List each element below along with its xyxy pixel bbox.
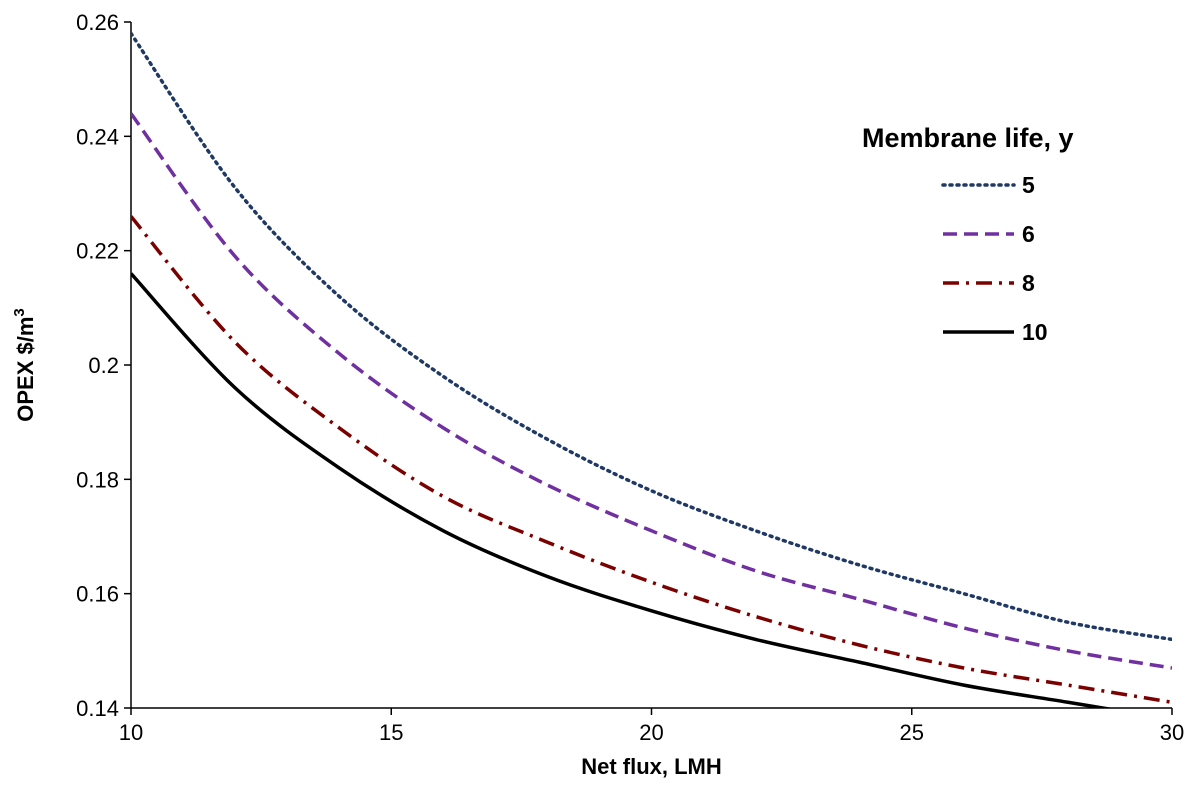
y-axis-title-main: OPEX $/m — [13, 317, 38, 422]
legend-label-5: 5 — [1022, 172, 1035, 198]
y-tick-label: 0.2 — [88, 353, 119, 378]
y-axis-title: OPEX $/m3 — [11, 308, 38, 422]
x-tick-label: 25 — [900, 720, 924, 745]
series-line-6 — [131, 112, 1172, 670]
y-tick-label: 0.26 — [76, 10, 119, 35]
legend-label-10: 10 — [1022, 319, 1048, 345]
x-tick-label: 10 — [119, 720, 143, 745]
y-tick-label: 0.24 — [76, 124, 119, 149]
tick-layer: 0.14 0.16 0.18 0.2 0.22 0.24 0.26 10 15 20 25 30 — [76, 10, 1184, 745]
y-tick-label: 0.22 — [76, 239, 119, 264]
legend-title: Membrane life, y — [862, 123, 1074, 153]
x-tick-label: 15 — [379, 720, 403, 745]
x-tick-label: 20 — [639, 720, 663, 745]
legend-label-6: 6 — [1022, 221, 1035, 247]
x-tick-label: 30 — [1160, 720, 1184, 745]
series-line-8 — [131, 215, 1172, 705]
y-tick-label: 0.16 — [76, 582, 119, 607]
y-axis-title-superscript: 3 — [11, 308, 28, 316]
y-tick-label: 0.14 — [76, 696, 119, 721]
series-line-5 — [131, 31, 1172, 642]
plot-lines — [131, 31, 1172, 708]
y-tick-label: 0.18 — [76, 467, 119, 492]
legend-items: 5 6 8 10 — [941, 172, 1048, 345]
legend-label-8: 8 — [1022, 270, 1035, 296]
x-axis-title: Net flux, LMH — [581, 754, 722, 779]
legend: Membrane life, y 5 6 8 10 — [862, 123, 1074, 345]
series-line-10 — [131, 272, 1114, 708]
